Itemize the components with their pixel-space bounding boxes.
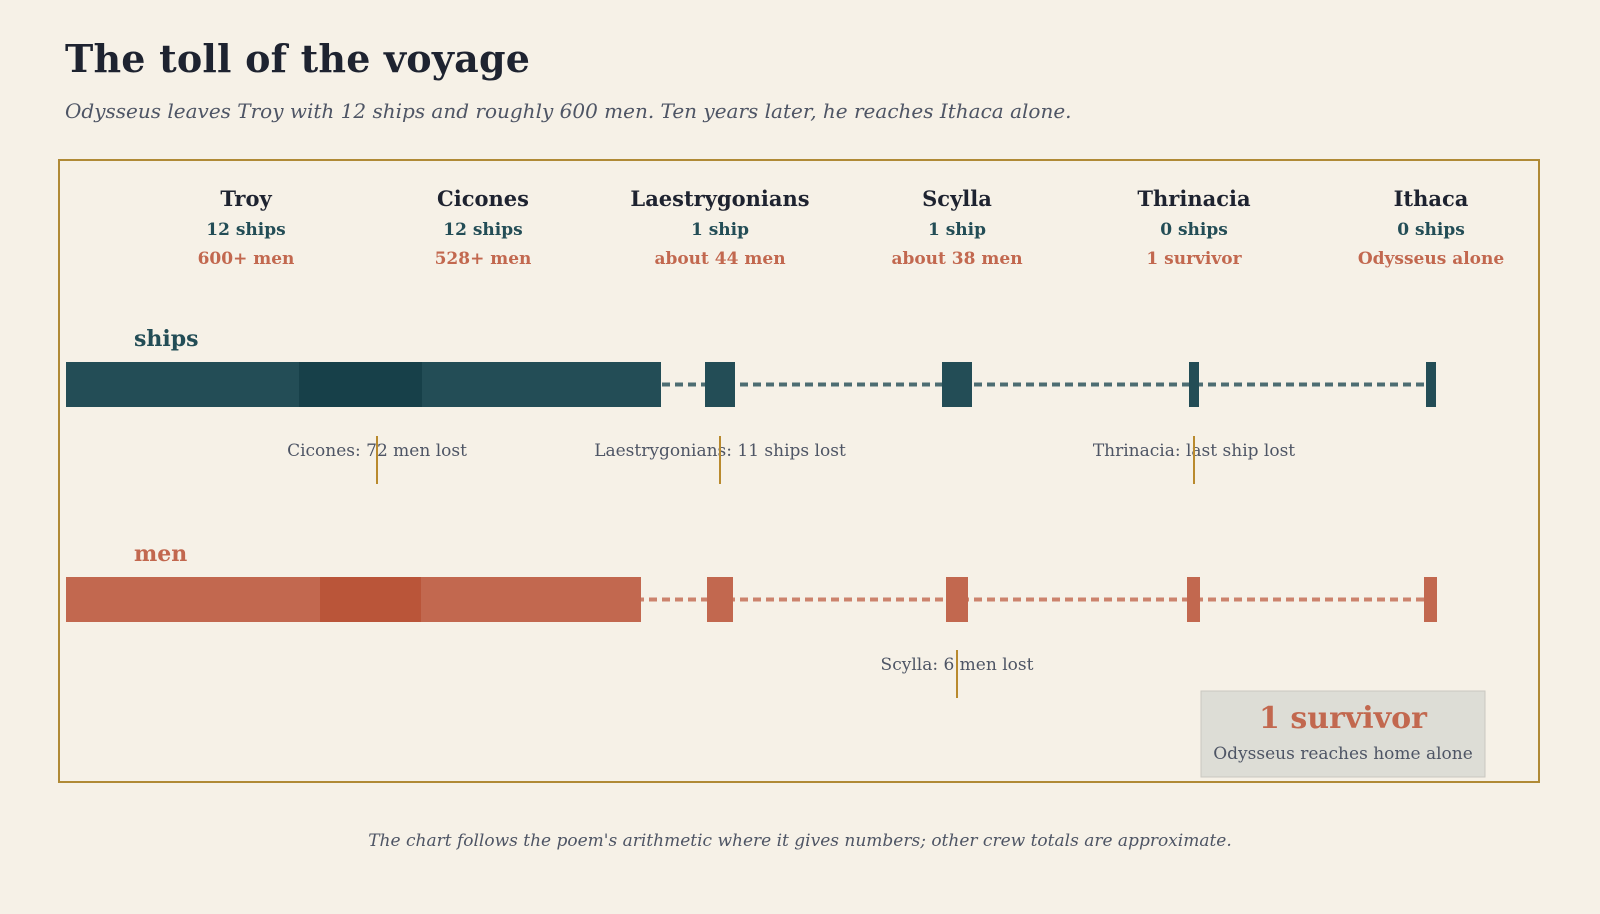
men-bar-cicones: [320, 577, 421, 622]
survivor-callout-box: [1200, 690, 1486, 778]
stop-men-label: Odysseus alone: [1358, 249, 1505, 269]
series-label-men: men: [134, 541, 187, 567]
men-bar-ithaca: [1424, 577, 1437, 622]
page-title: The toll of the voyage: [65, 36, 531, 81]
stop-men-label: 600+ men: [198, 249, 295, 269]
stop-ships-label: 12 ships: [206, 220, 285, 240]
ships-bar-scylla: [942, 362, 972, 407]
series-label-ships: ships: [134, 326, 199, 352]
ships-bar-ithaca: [1426, 362, 1436, 407]
men-bar-thrinacia: [1187, 577, 1200, 622]
stop-name-ithaca: Ithaca: [1394, 186, 1469, 211]
stop-name-thrinacia: Thrinacia: [1137, 186, 1251, 211]
ships-bar-thrinacia: [1189, 362, 1199, 407]
men-bar-scylla: [946, 577, 968, 622]
stop-men-label: 528+ men: [435, 249, 532, 269]
stop-ships-label: 1 ship: [691, 220, 749, 240]
stop-men-label: 1 survivor: [1146, 249, 1242, 269]
stop-name-cicones: Cicones: [437, 186, 529, 211]
stop-men-label: about 38 men: [891, 249, 1022, 269]
survivor-callout-caption: Odysseus reaches home alone: [1213, 744, 1473, 764]
ships-bar-cicones: [299, 362, 422, 407]
ships-bar-laestrygonians: [705, 362, 735, 407]
stop-men-label: about 44 men: [654, 249, 785, 269]
stop-ships-label: 0 ships: [1160, 220, 1228, 240]
stop-ships-label: 0 ships: [1397, 220, 1465, 240]
chart-frame: Troy 12 ships 600+ men Cicones 12 ships 528+ …: [58, 159, 1540, 783]
stop-ships-label: 1 ship: [928, 220, 986, 240]
page-subtitle: Odysseus leaves Troy with 12 ships and r…: [65, 99, 1072, 123]
footer-note: The chart follows the poem's arithmetic …: [368, 831, 1232, 851]
stop-ships-label: 12 ships: [443, 220, 522, 240]
stop-name-scylla: Scylla: [922, 186, 992, 211]
men-bar-laestrygonians: [707, 577, 733, 622]
voyage-chart: Troy 12 ships 600+ men Cicones 12 ships 528+ …: [66, 186, 1505, 778]
stop-name-troy: Troy: [220, 186, 272, 211]
stop-name-laestrygonians: Laestrygonians: [630, 186, 809, 211]
survivor-callout-headline: 1 survivor: [1259, 701, 1428, 736]
